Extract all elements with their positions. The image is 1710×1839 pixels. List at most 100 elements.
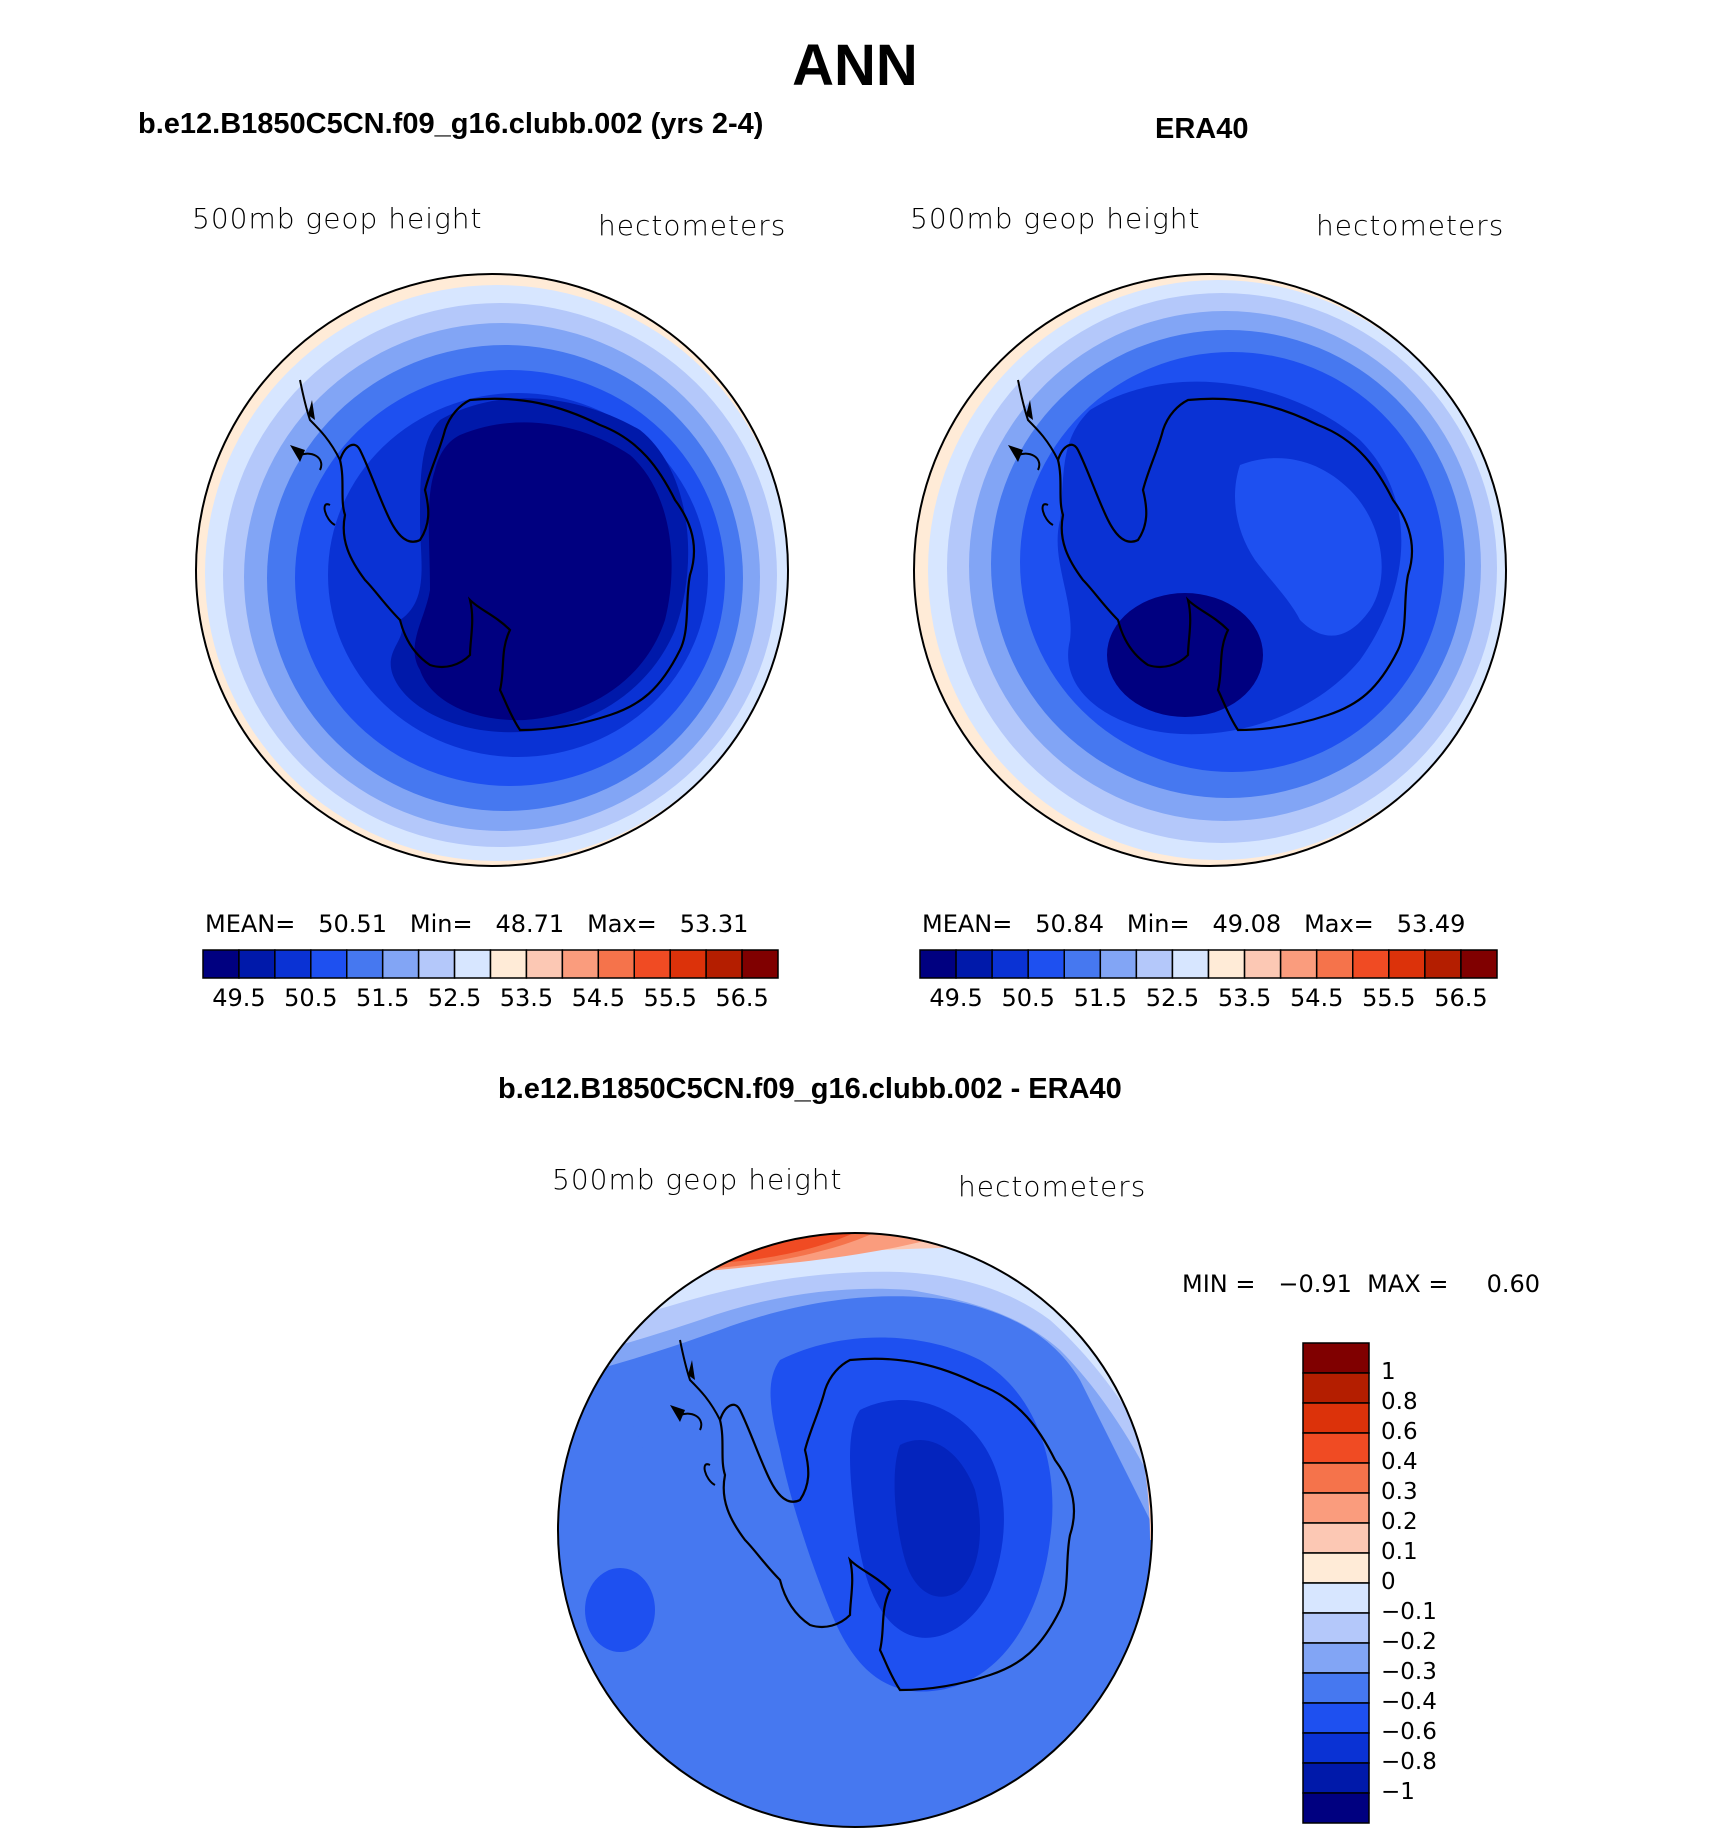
colorbar-tick-label: −0.1: [1381, 1599, 1437, 1625]
colorbar-tick-label: 54.5: [571, 984, 626, 1012]
colorbar-swatch: [381, 949, 420, 979]
colorbar-swatch: [274, 949, 312, 979]
colorbar-swatch: [1302, 1642, 1370, 1674]
colorbar-swatch: [1099, 949, 1138, 979]
colorbar-tick-label: −0.6: [1381, 1719, 1437, 1745]
colorbar-swatch: [561, 949, 600, 979]
colorbar-swatch: [489, 949, 528, 979]
colorbar-swatch: [741, 949, 779, 979]
colorbar-tick-label: 1: [1381, 1359, 1396, 1385]
colorbar-tick-label: −0.8: [1381, 1749, 1437, 1775]
colorbar-tick-label: 55.5: [1362, 984, 1416, 1012]
colorbar-swatch: [1302, 1372, 1370, 1404]
colorbar-tick-label: 0: [1381, 1569, 1396, 1595]
colorbar-obs: [919, 949, 1498, 979]
diff-minmax: MIN = −0.91 MAX = 0.60: [1182, 1270, 1541, 1298]
colorbar-swatch: [1135, 949, 1174, 979]
panel-model-stats: MEAN= 50.51 Min= 48.71 Max= 53.31: [205, 910, 748, 938]
colorbar-swatch: [991, 949, 1029, 979]
mean-value: 50.51: [318, 910, 387, 938]
map-model: [196, 274, 788, 866]
colorbar-swatch: [525, 949, 564, 979]
colorbar-tick-label: −0.3: [1381, 1659, 1437, 1685]
panel-model-title: b.e12.B1850C5CN.f09_g16.clubb.002 (yrs 2…: [138, 108, 764, 140]
colorbar-swatch: [705, 949, 743, 979]
colorbar-swatch: [633, 949, 671, 979]
colorbar-swatch: [1171, 949, 1210, 979]
colorbar-swatch: [597, 949, 635, 979]
colorbar-swatch: [1302, 1732, 1370, 1764]
diff-panel-title: b.e12.B1850C5CN.f09_g16.clubb.002 - ERA4…: [498, 1073, 1122, 1105]
colorbar-swatch: [1207, 949, 1246, 979]
colorbar-tick-label: 0.6: [1381, 1419, 1418, 1445]
colorbar-swatch: [1302, 1552, 1370, 1584]
map-obs: [914, 274, 1506, 866]
map-difference: [558, 1233, 1152, 1827]
panel-model-units-label: hectometers: [598, 209, 787, 242]
colorbar-swatch: [1352, 949, 1390, 979]
colorbar-swatch: [1315, 949, 1354, 979]
panel-obs-variable-label: 500mb geop height: [910, 202, 1201, 235]
mean-value: 50.84: [1035, 910, 1104, 938]
panel-obs-title: ERA40: [1155, 113, 1249, 145]
colorbar-swatch: [1302, 1612, 1370, 1644]
colorbar-swatch: [1302, 1342, 1370, 1374]
diff-units-label: hectometers: [958, 1170, 1147, 1203]
colorbar-swatch: [1243, 949, 1282, 979]
colorbar-swatch: [1027, 949, 1065, 979]
colorbar-tick-label: −0.2: [1381, 1629, 1437, 1655]
colorbar-tick-label: 56.5: [1434, 984, 1488, 1012]
colorbar-tick-label: 0.8: [1381, 1389, 1418, 1415]
colorbar-difference: [1302, 1342, 1370, 1824]
colorbar-tick-label: 50.5: [1001, 984, 1055, 1012]
colorbar-swatch: [310, 949, 348, 979]
colorbar-tick-label: −0.4: [1381, 1689, 1437, 1715]
colorbar-tick-label: 0.4: [1381, 1449, 1418, 1475]
colorbar-swatch: [1302, 1492, 1370, 1524]
colorbar-tick-label: 0.3: [1381, 1479, 1418, 1505]
max-label: Max=: [1304, 910, 1374, 938]
colorbar-swatch: [1388, 949, 1426, 979]
colorbar-tick-label: 51.5: [355, 984, 410, 1012]
colorbar-tick-label: 54.5: [1289, 984, 1344, 1012]
panel-obs-stats: MEAN= 50.84 Min= 49.08 Max= 53.49: [922, 910, 1465, 938]
diff-variable-label: 500mb geop height: [552, 1163, 843, 1196]
colorbar-swatch: [1302, 1432, 1370, 1464]
colorbar-swatch: [1302, 1402, 1370, 1434]
min-value: 49.08: [1212, 910, 1282, 938]
colorbar-tick-label: 55.5: [643, 984, 697, 1012]
colorbar-swatch: [1063, 949, 1102, 979]
colorbar-swatch: [1302, 1582, 1370, 1614]
colorbar-swatch: [1302, 1672, 1370, 1704]
colorbar-swatch: [1302, 1762, 1370, 1794]
colorbar-tick-label: 53.5: [1217, 984, 1272, 1012]
colorbar-tick-label: 56.5: [715, 984, 769, 1012]
colorbar-swatch: [417, 949, 456, 979]
colorbar-tick-label: 52.5: [427, 984, 482, 1012]
colorbar-swatch: [1302, 1702, 1370, 1734]
panel-obs-units-label: hectometers: [1316, 209, 1505, 242]
mean-label: MEAN=: [922, 910, 1013, 938]
colorbar-tick-label: −1: [1381, 1779, 1415, 1805]
figure-title: ANN: [792, 33, 918, 98]
colorbar-tick-label: 49.5: [212, 984, 266, 1012]
colorbar-swatch: [1302, 1462, 1370, 1494]
max-label: Max=: [587, 910, 657, 938]
colorbar-swatch: [1279, 949, 1318, 979]
colorbar-swatch: [346, 949, 384, 979]
colorbar-tick-label: 51.5: [1073, 984, 1128, 1012]
colorbar-swatch: [1302, 1522, 1370, 1554]
colorbar-swatch: [453, 949, 492, 979]
mean-label: MEAN=: [205, 910, 296, 938]
max-value: 53.49: [1396, 910, 1466, 938]
colorbar-swatch: [955, 949, 993, 979]
colorbar-tick-label: 0.2: [1381, 1509, 1418, 1535]
colorbar-tick-label: 52.5: [1145, 984, 1200, 1012]
colorbar-tick-label: 49.5: [929, 984, 983, 1012]
colorbar-swatch: [202, 949, 240, 979]
colorbar-swatch: [1424, 949, 1462, 979]
max-value: 53.31: [679, 910, 749, 938]
colorbar-swatch: [669, 949, 707, 979]
colorbar-swatch: [1460, 949, 1498, 979]
